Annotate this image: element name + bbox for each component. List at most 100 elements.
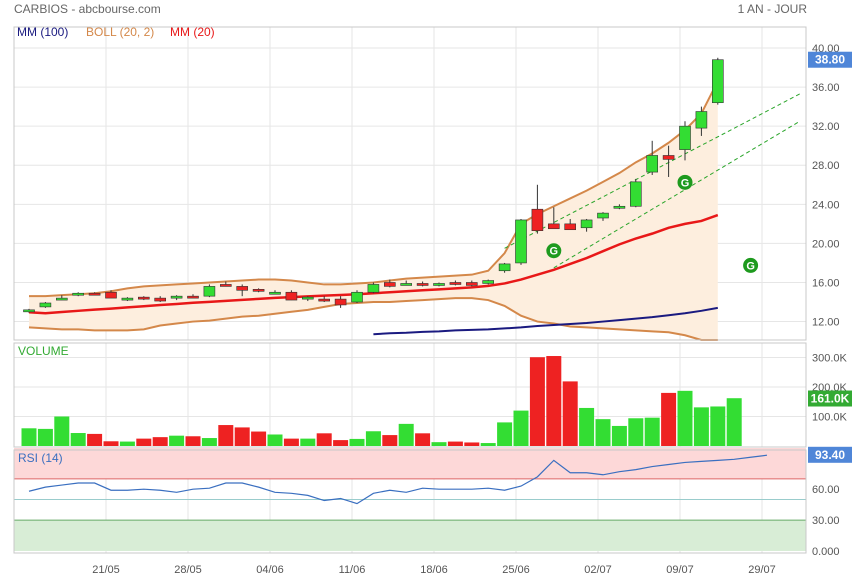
volume-bar bbox=[251, 431, 267, 446]
price-panel: G G G bbox=[23, 57, 801, 341]
candle bbox=[449, 282, 462, 285]
last-rsi-tag-text: 93.40 bbox=[815, 448, 845, 462]
rsi-tick-label: 60.00 bbox=[812, 484, 840, 496]
candle bbox=[711, 59, 724, 104]
volume-bar bbox=[611, 425, 627, 446]
legend-mm100: MM (100) bbox=[17, 25, 68, 39]
volume-bar bbox=[398, 423, 414, 446]
volume-bar bbox=[21, 428, 37, 446]
candle bbox=[564, 223, 577, 231]
volume-bar bbox=[37, 428, 53, 446]
candle bbox=[531, 208, 544, 231]
chart-title: CARBIOS - abcbourse.com bbox=[14, 2, 161, 16]
volume-bar bbox=[87, 433, 103, 446]
panel-frame bbox=[13, 342, 807, 448]
volume-bar bbox=[677, 390, 693, 446]
volume-bar bbox=[119, 441, 135, 446]
bollinger-lower-line bbox=[28, 297, 718, 341]
rsi-oversold-zone bbox=[14, 520, 806, 551]
volume-bar bbox=[579, 407, 595, 446]
price-tick-label: 12.00 bbox=[812, 317, 840, 329]
last-price-tag-text: 38.80 bbox=[815, 53, 845, 67]
candle bbox=[695, 111, 708, 129]
panel-frame bbox=[13, 26, 807, 341]
axes: 21/05 28/05 04/06 11/06 18/06 25/06 02/07 09/07… bbox=[13, 26, 852, 576]
candle bbox=[498, 263, 511, 272]
last-price-tag bbox=[808, 51, 852, 68]
bollinger-band-fill bbox=[29, 81, 718, 340]
signal-badge bbox=[677, 174, 693, 190]
trend-line bbox=[553, 120, 801, 269]
candle bbox=[629, 181, 642, 207]
ma100-line bbox=[373, 306, 718, 336]
candle bbox=[269, 291, 281, 295]
period-label[interactable]: 1 AN - JOUR bbox=[737, 2, 807, 16]
legend-mm20: MM (20) bbox=[170, 25, 215, 39]
candle bbox=[105, 291, 117, 299]
x-tick-label: 02/07 bbox=[584, 564, 612, 576]
signal-badge bbox=[546, 243, 562, 259]
volume-bar bbox=[218, 425, 234, 446]
candle bbox=[351, 291, 363, 303]
signal-badge-label: G bbox=[746, 260, 755, 272]
candle bbox=[597, 212, 609, 219]
volume-bar bbox=[349, 438, 365, 446]
signal-badge bbox=[743, 257, 759, 273]
candle bbox=[646, 155, 659, 173]
volume-bar bbox=[283, 438, 299, 446]
volume-bar bbox=[644, 417, 660, 446]
candle bbox=[662, 155, 675, 160]
volume-bar bbox=[300, 438, 316, 446]
volume-bar bbox=[316, 433, 332, 446]
candle bbox=[383, 282, 396, 287]
legend: MM (100) BOLL (20, 2) MM (20) VOLUME RSI… bbox=[17, 25, 215, 465]
candle bbox=[318, 298, 331, 302]
x-tick-label: 21/05 bbox=[92, 564, 120, 576]
price-tick-label: 28.00 bbox=[812, 160, 840, 172]
volume-bar bbox=[365, 431, 381, 446]
volume-bar bbox=[661, 392, 677, 446]
last-volume-tag bbox=[808, 390, 852, 407]
volume-bar bbox=[497, 422, 513, 446]
candle bbox=[154, 297, 166, 302]
last-rsi-tag bbox=[808, 446, 852, 463]
volume-tick-label: 300.0K bbox=[812, 353, 848, 365]
volume-bar bbox=[382, 435, 398, 446]
volume-label: VOLUME bbox=[18, 344, 69, 358]
x-tick-label: 04/06 bbox=[256, 564, 284, 576]
volume-bar bbox=[70, 433, 86, 446]
volume-bar bbox=[415, 433, 431, 446]
candle bbox=[433, 283, 445, 286]
signal-badge-label: G bbox=[550, 246, 559, 258]
candle bbox=[170, 295, 183, 299]
price-tick-label: 20.00 bbox=[812, 238, 840, 250]
volume-bar bbox=[333, 440, 349, 446]
rsi-tick-label: 0.000 bbox=[812, 546, 840, 558]
candle bbox=[613, 205, 626, 209]
candle bbox=[515, 219, 527, 264]
candle bbox=[465, 282, 478, 286]
candle bbox=[400, 283, 413, 286]
candle bbox=[252, 289, 265, 292]
candle bbox=[334, 298, 347, 306]
panel-frame bbox=[13, 449, 807, 554]
volume-bar bbox=[234, 427, 250, 446]
volume-bar bbox=[447, 441, 463, 446]
rsi-label: RSI (14) bbox=[18, 451, 63, 465]
legend-boll: BOLL (20, 2) bbox=[86, 25, 154, 39]
volume-bar bbox=[693, 407, 709, 446]
last-volume-tag-text: 161.0K bbox=[811, 392, 850, 406]
volume-bar bbox=[710, 406, 726, 446]
candle bbox=[72, 292, 84, 296]
volume-bar bbox=[595, 419, 611, 446]
signal-badge-label: G bbox=[681, 177, 690, 189]
volume-bar bbox=[480, 443, 496, 446]
price-tick-label: 32.00 bbox=[812, 121, 840, 133]
volume-bar bbox=[464, 442, 480, 446]
volume-bar bbox=[152, 437, 168, 446]
candle bbox=[23, 309, 35, 313]
x-tick-label: 09/07 bbox=[666, 564, 694, 576]
volume-bar bbox=[431, 442, 447, 446]
candle bbox=[203, 286, 216, 297]
candle bbox=[416, 283, 429, 286]
